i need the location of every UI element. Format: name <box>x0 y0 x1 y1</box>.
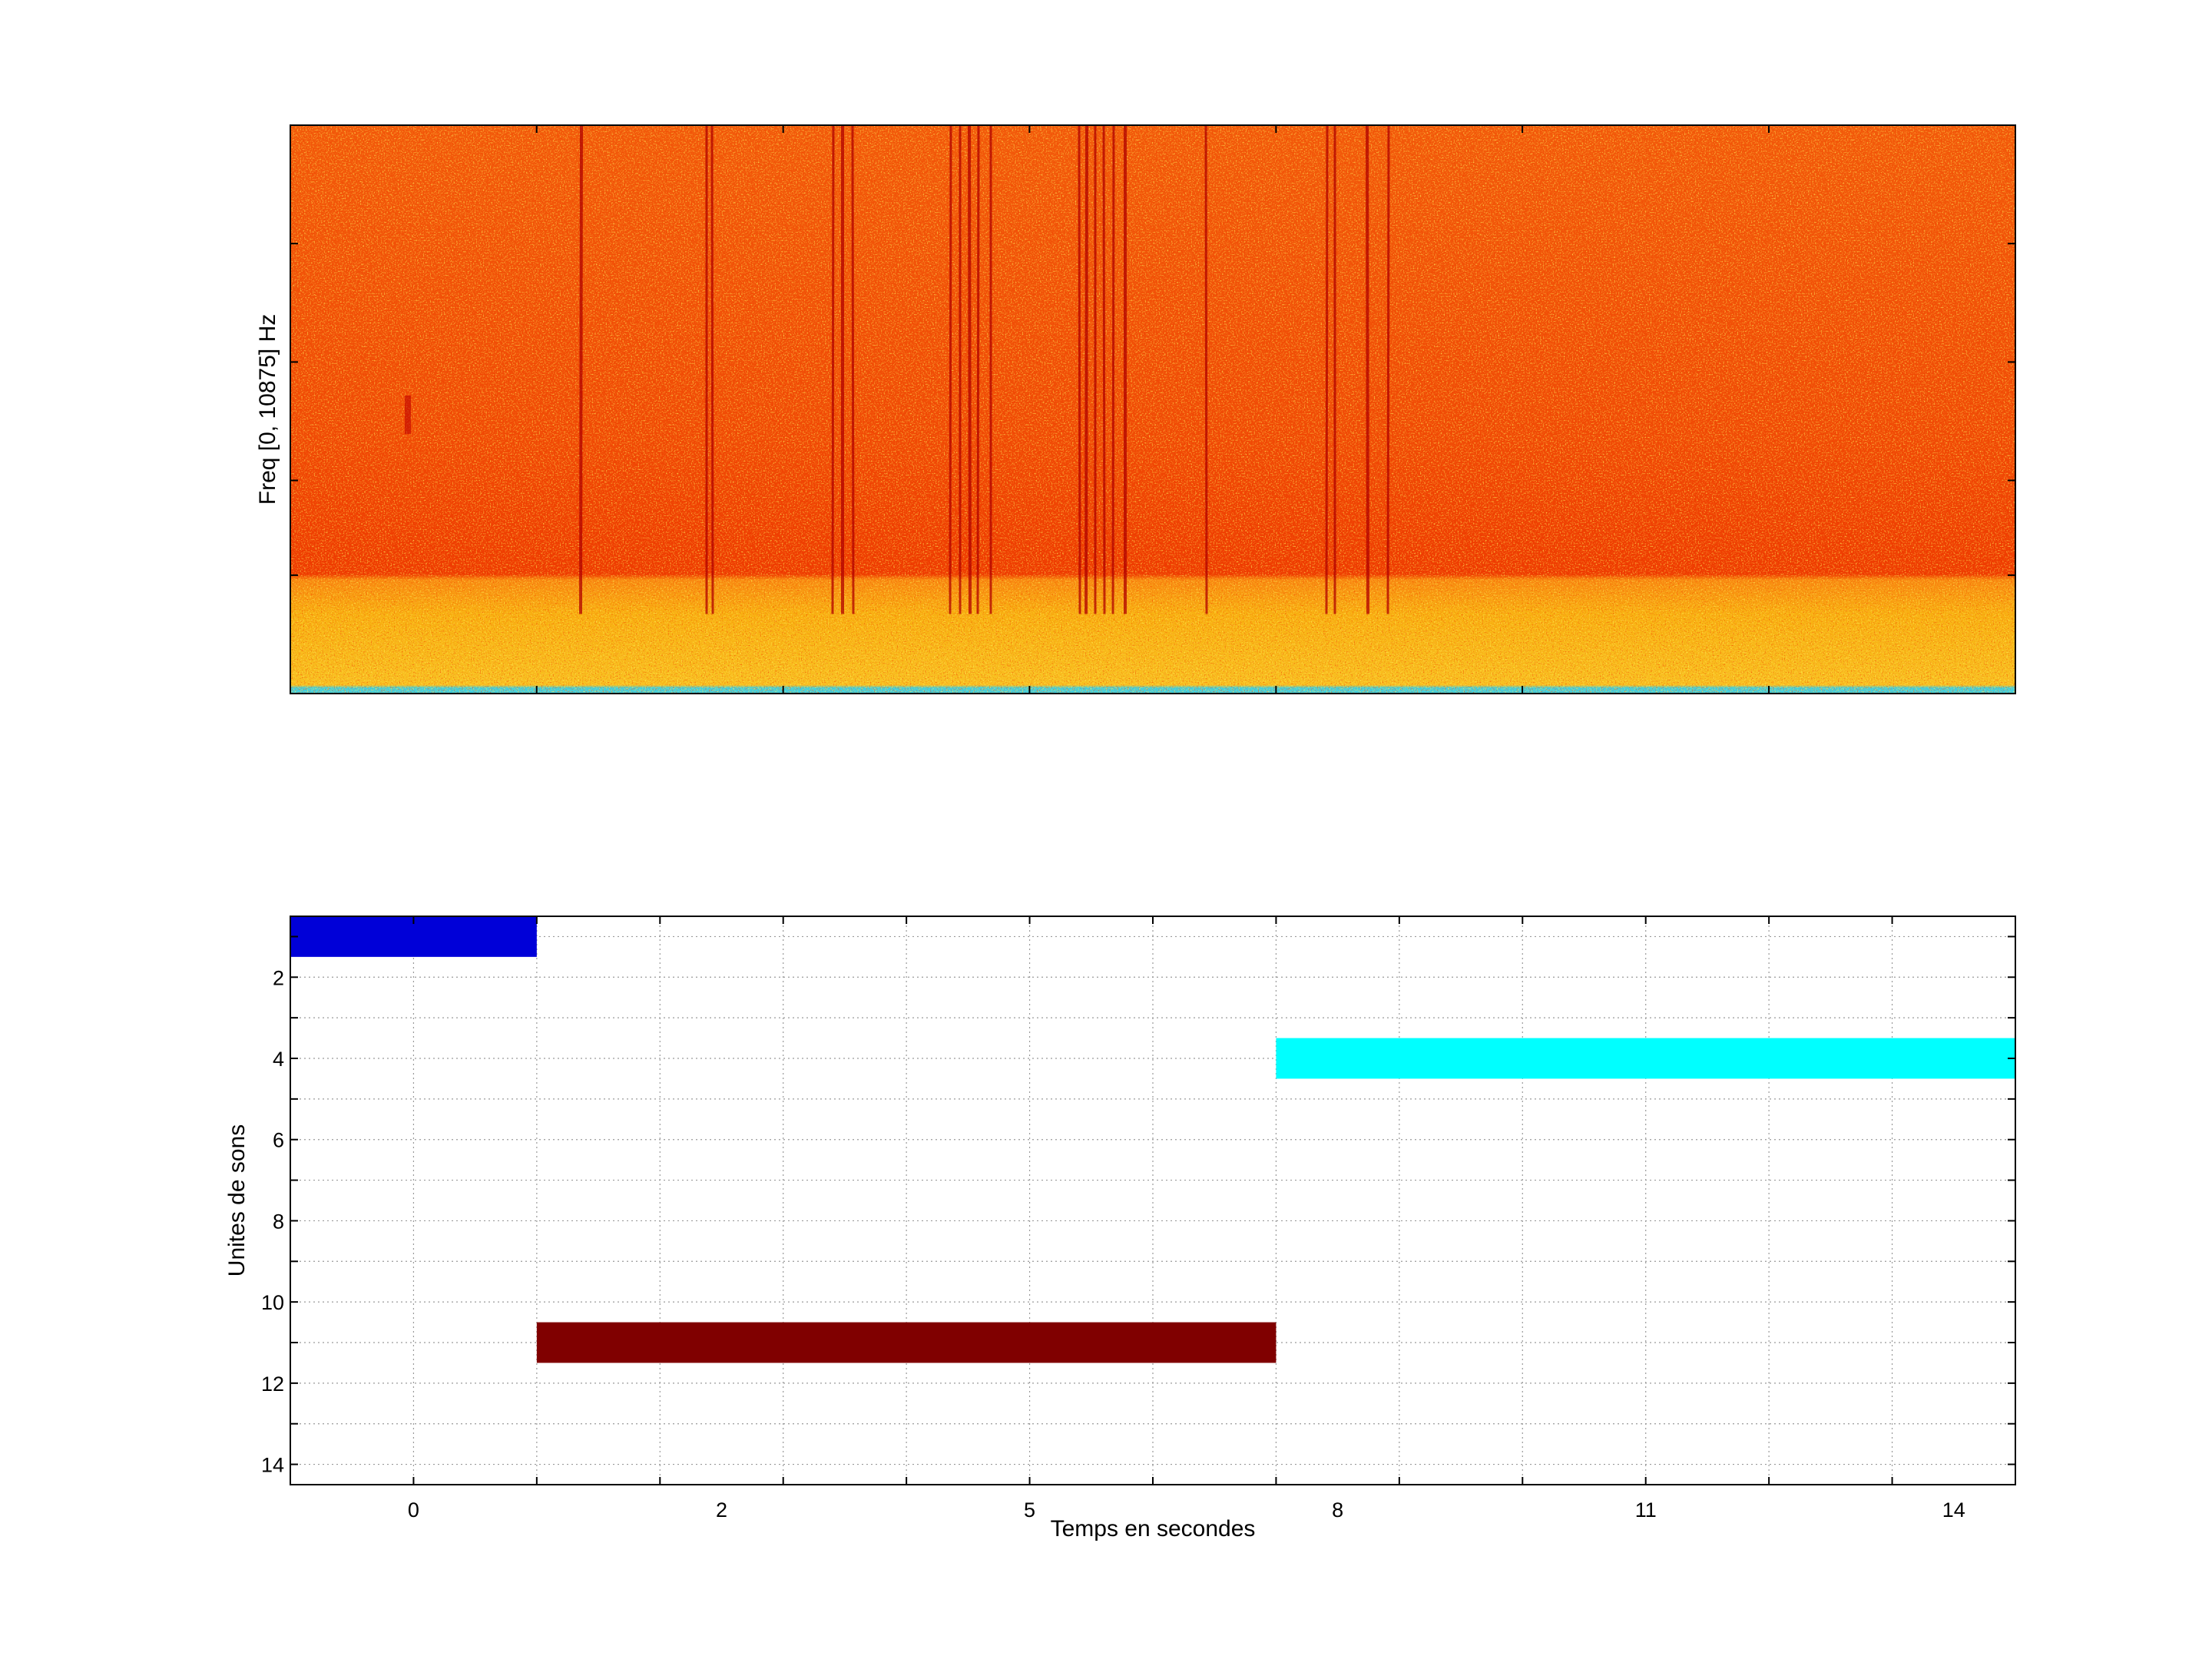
segmentation-ticks <box>290 916 2015 1485</box>
x-tick-label: 5 <box>1024 1498 1035 1522</box>
x-tick-label: 0 <box>408 1498 419 1522</box>
transient-line <box>949 125 952 614</box>
unit-segment-4 <box>1276 1038 2015 1079</box>
x-tick-labels: 0 2 5 8 11 14 <box>408 1498 1965 1522</box>
transient-line <box>1386 125 1390 614</box>
transient-line <box>1084 125 1088 614</box>
x-tick-label: 8 <box>1332 1498 1343 1522</box>
y-tick-label: 8 <box>273 1210 284 1233</box>
spectrogram-ylabel: Freq [0, 10875] Hz <box>255 314 280 505</box>
y-tick-labels: 2 4 6 8 10 12 14 <box>261 966 284 1476</box>
segmentation-grid <box>290 916 2015 1485</box>
y-tick-label: 10 <box>261 1291 284 1314</box>
transient-line <box>1111 125 1115 614</box>
x-tick-label: 11 <box>1635 1498 1657 1522</box>
segmentation-bars <box>290 916 2015 1363</box>
y-tick-label: 2 <box>273 966 284 989</box>
unit-segment-11 <box>536 1322 1277 1363</box>
transient-line <box>976 125 980 614</box>
transient-line <box>710 125 714 614</box>
transient-line <box>1366 125 1369 614</box>
spectrogram-frame <box>290 124 2016 694</box>
y-tick-label: 14 <box>261 1454 284 1477</box>
segmentation-panel: 0 2 5 8 11 14 2 4 6 8 10 12 14 Temps en secondes Un… <box>224 916 2016 1541</box>
spectrogram-noise-red <box>290 125 2015 694</box>
segmentation-plot-area <box>290 916 2015 1485</box>
y-tick-label: 6 <box>273 1129 284 1152</box>
low-freq-blip <box>405 396 411 434</box>
y-tick-label: 4 <box>273 1048 284 1071</box>
spectrogram-panel: Freq [0, 10875] Hz <box>255 124 2016 694</box>
transient-line <box>1078 125 1081 614</box>
x-tick-label: 14 <box>1942 1498 1965 1522</box>
spectrogram-transient-lines <box>405 125 1390 614</box>
transient-line <box>1204 125 1208 614</box>
segmentation-ylabel: Unites de sons <box>224 1124 250 1277</box>
y-tick-label: 12 <box>261 1373 284 1396</box>
x-tick-label: 2 <box>716 1498 727 1522</box>
transient-line <box>1325 125 1329 614</box>
spectrogram-ticks <box>290 125 2015 694</box>
segmentation-xlabel: Temps en secondes <box>1051 1516 1256 1541</box>
transient-line <box>968 125 972 614</box>
